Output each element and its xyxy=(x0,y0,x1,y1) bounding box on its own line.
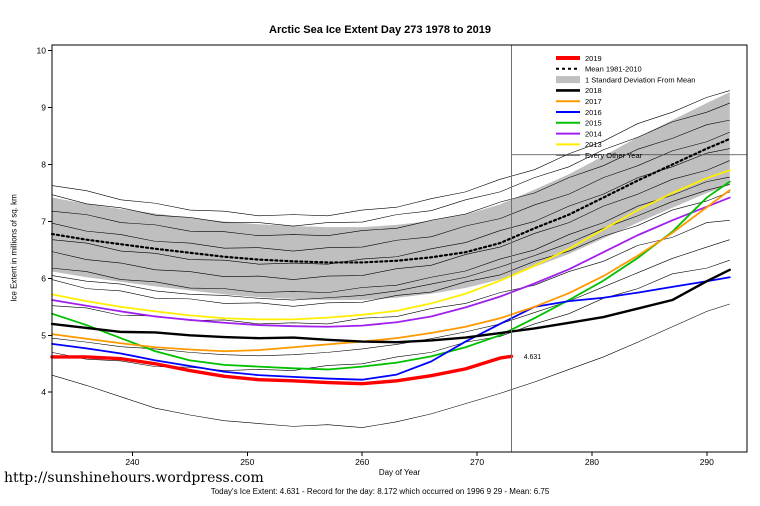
y-tick-label: 6 xyxy=(41,273,46,283)
legend-label: Mean 1981-2010 xyxy=(585,65,642,74)
legend-label: 2015 xyxy=(585,119,602,128)
chart-title: Arctic Sea Ice Extent Day 273 1978 to 20… xyxy=(269,24,491,36)
x-tick-label: 280 xyxy=(585,457,599,467)
y-tick-label: 4 xyxy=(41,387,46,397)
series-line-2019 xyxy=(50,354,514,386)
other-year-line xyxy=(51,131,730,252)
legend-label: 2016 xyxy=(585,108,602,117)
legend-label: Every Other Year xyxy=(585,151,643,160)
other-year-line xyxy=(51,303,730,428)
x-tick-label: 250 xyxy=(240,457,254,467)
legend-label: 2014 xyxy=(585,129,602,138)
x-tick-label: 270 xyxy=(470,457,484,467)
legend-swatch-std-dev xyxy=(556,76,580,84)
other-year-line xyxy=(51,239,730,357)
x-tick-label: 260 xyxy=(355,457,369,467)
other-year-line xyxy=(51,148,730,265)
series-line-2014 xyxy=(51,196,731,328)
y-tick-label: 10 xyxy=(37,46,47,56)
y-axis-label: Ice Extent in millions of sq. km xyxy=(9,194,19,302)
series-line-mean-1981-2010 xyxy=(50,137,731,264)
legend-label: 2018 xyxy=(585,86,602,95)
y-tick-label: 5 xyxy=(41,330,46,340)
other-year-line xyxy=(51,184,730,301)
x-axis-label: Day of Year xyxy=(378,468,421,477)
series-line-2016 xyxy=(51,276,731,381)
x-tick-label: 290 xyxy=(700,457,714,467)
series-line-2015 xyxy=(51,180,731,371)
series-line-2013 xyxy=(51,169,731,321)
plot-border xyxy=(51,44,748,453)
series-line-2017 xyxy=(51,189,731,353)
other-year-line xyxy=(51,160,730,280)
legend-label: 2017 xyxy=(585,97,602,106)
series-line-2018 xyxy=(50,268,731,344)
legend-label: 2013 xyxy=(585,140,602,149)
legend-label: 1 Standard Deviation From Mean xyxy=(585,75,695,84)
y-tick-label: 8 xyxy=(41,160,46,170)
other-year-line xyxy=(51,102,730,227)
legend-label: 2019 xyxy=(585,54,602,63)
stats-caption: Today's Ice Extent: 4.631 - Record for t… xyxy=(210,487,550,496)
y-tick-label: 7 xyxy=(41,216,46,226)
y-tick-label: 9 xyxy=(41,103,46,113)
std-dev-band xyxy=(52,92,730,301)
other-year-line xyxy=(51,191,730,307)
other-year-line xyxy=(51,90,730,217)
current-value-annotation: 4.631 xyxy=(524,354,542,361)
site-url: http://sunshinehours.wordpress.com xyxy=(4,470,264,486)
x-tick-label: 240 xyxy=(125,457,139,467)
other-year-line xyxy=(51,176,730,293)
